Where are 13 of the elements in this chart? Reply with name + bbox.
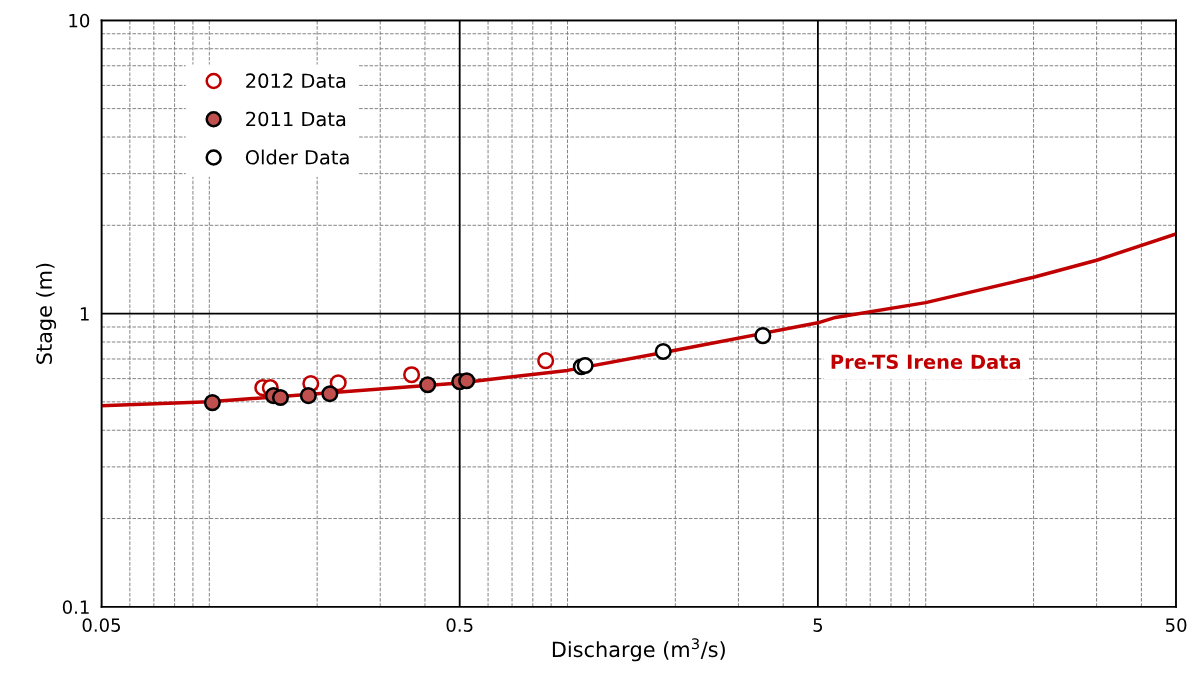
- y-tick-label: 10: [69, 13, 90, 28]
- y-axis-title: Stage (m): [35, 263, 57, 364]
- legend-label: Older Data: [245, 149, 349, 165]
- series-label: Pre-TS Irene Data: [831, 354, 1021, 370]
- y-tick-label: 0.1: [62, 600, 89, 614]
- x-axis-title: Discharge (m$^{3}$/s): [552, 638, 725, 662]
- legend-label: 2012 Data: [246, 73, 346, 89]
- x-tick-label: 0.5: [446, 618, 473, 632]
- y-tick-label: 1: [80, 307, 89, 321]
- x-tick-label: 5: [813, 618, 823, 632]
- x-tick-label: 50: [1166, 618, 1187, 632]
- legend-label: 2011 Data: [246, 111, 346, 127]
- x-tick-label: 0.05: [82, 618, 121, 632]
